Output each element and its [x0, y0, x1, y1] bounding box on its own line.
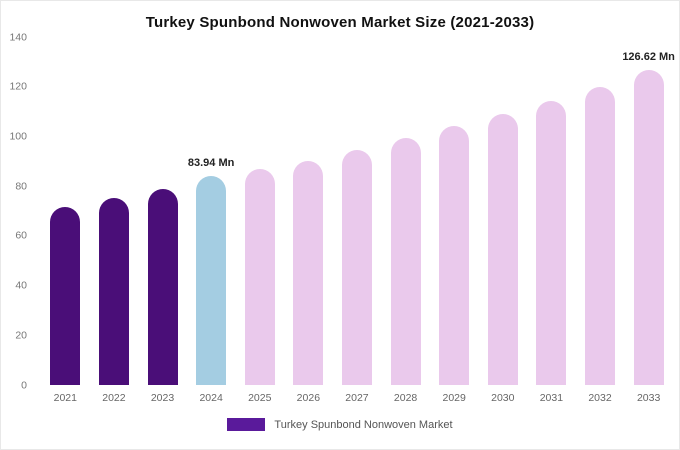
bar-column-2033: 126.62 Mn	[622, 37, 675, 385]
bar-column-2026	[284, 37, 333, 385]
bar-2024	[196, 176, 227, 385]
y-tick-label: 100	[9, 130, 27, 143]
legend-swatch-icon	[227, 418, 266, 431]
x-tick-label: 2021	[53, 392, 77, 404]
x-tick-label: 2026	[296, 392, 321, 404]
bar-2030	[487, 113, 518, 385]
legend[interactable]: Turkey Spunbond Nonwoven Market	[1, 418, 679, 431]
bar-2032	[585, 86, 615, 385]
bar-2025	[244, 169, 275, 385]
x-tick-label: 2033	[636, 392, 661, 404]
y-tick-label: 120	[9, 80, 27, 93]
chart-title: Turkey Spunbond Nonwoven Market Size (20…	[145, 14, 535, 31]
bar-2031	[536, 100, 567, 385]
x-tick-label: 2030	[491, 392, 515, 404]
bar-2028	[390, 138, 421, 385]
bar-column-2031	[527, 37, 576, 385]
bar-2022	[98, 198, 129, 385]
y-tick-label: 60	[15, 229, 27, 242]
bar-value-label: 126.62 Mn	[622, 51, 675, 64]
bar-2027	[341, 149, 372, 385]
y-axis: 0 20 40 60 80 100 120 140	[1, 32, 35, 390]
bar-column-2030	[478, 37, 527, 385]
bar-value-label: 83.94 Mn	[187, 157, 235, 170]
y-tick-label: 0	[21, 378, 27, 391]
bar-2029	[439, 126, 470, 385]
x-tick-label: 2025	[248, 392, 272, 404]
bar-2021	[50, 206, 81, 385]
legend-label: Turkey Spunbond Nonwoven Market	[274, 418, 453, 431]
x-tick-label: 2032	[588, 392, 612, 404]
y-tick-label: 20	[15, 329, 27, 342]
bar-column-2021	[41, 37, 90, 385]
bar-column-2023	[138, 37, 187, 385]
x-tick-label: 2023	[150, 392, 175, 404]
x-tick-label: 2022	[102, 392, 126, 404]
bar-column-2027	[333, 37, 382, 385]
bar-2026	[293, 160, 324, 385]
bar-column-2028	[381, 37, 430, 385]
bar-column-2025	[235, 37, 284, 385]
bar-column-2029	[430, 37, 479, 385]
x-tick-label: 2027	[345, 392, 369, 404]
x-tick-label: 2029	[442, 392, 466, 404]
bar-column-2032	[576, 37, 625, 385]
bar-2023	[147, 188, 178, 385]
x-tick-label: 2028	[393, 392, 418, 404]
bar-column-2024: 83.94 Mn	[187, 37, 236, 385]
y-tick-label: 140	[9, 30, 27, 43]
x-tick-label: 2031	[539, 392, 564, 404]
bars-plot: 83.94 Mn 126.62 Mn	[35, 37, 679, 385]
bar-column-2022	[90, 37, 139, 385]
plot-area: 0 20 40 60 80 100 120 140 83.94 Mn 126.62 Mn	[1, 32, 679, 390]
y-tick-label: 80	[15, 179, 27, 192]
x-axis: 2021 2022 2023 2024 2025 2026 2027 2028 2029 2030…	[35, 392, 679, 404]
x-tick-label: 2024	[199, 392, 223, 404]
y-tick-label: 40	[15, 279, 27, 292]
bar-2033	[633, 70, 664, 385]
